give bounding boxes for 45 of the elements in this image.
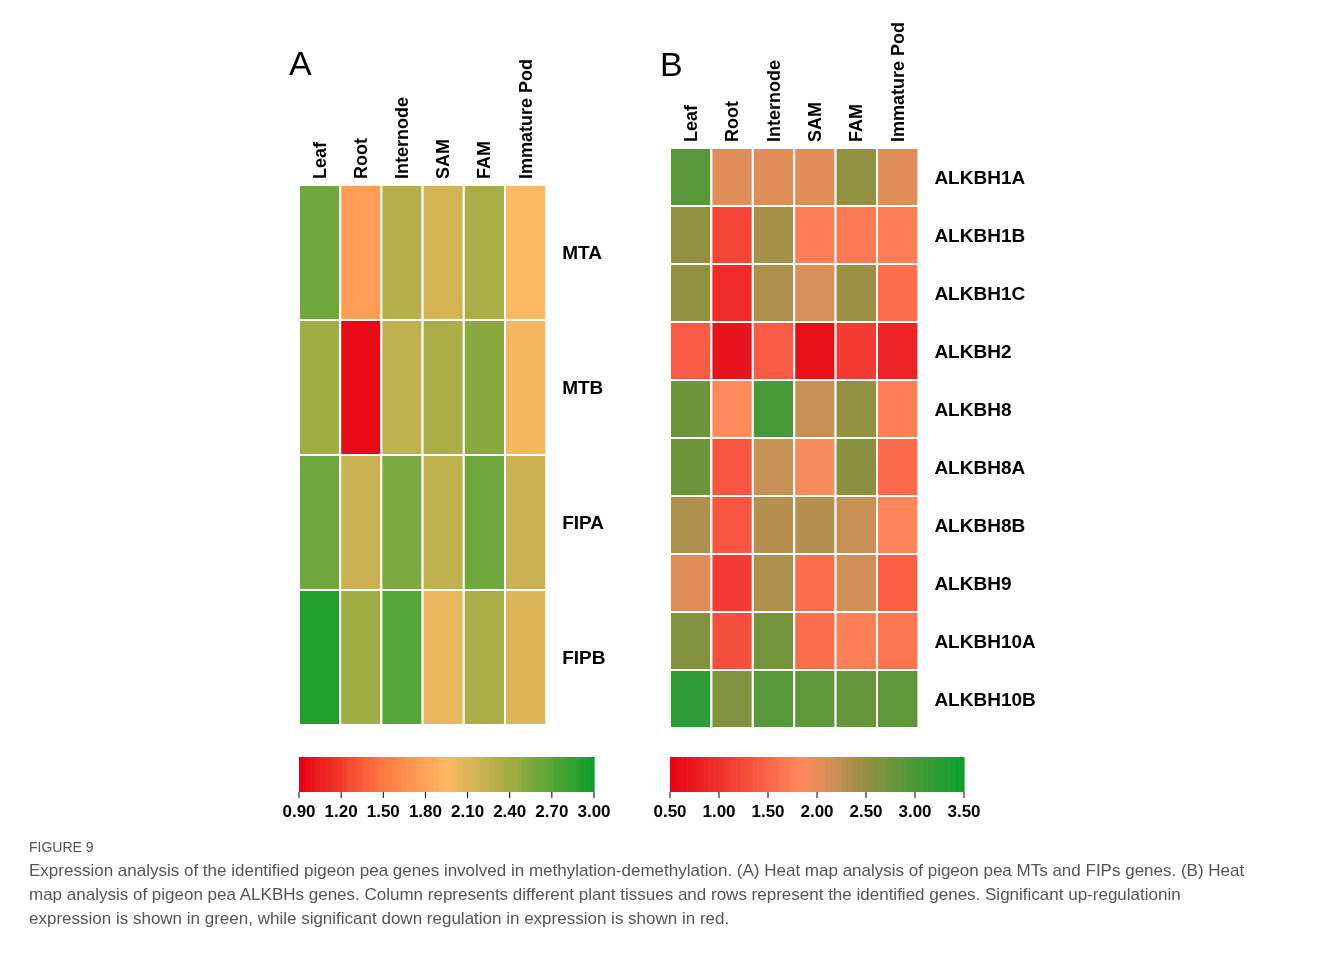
y-tick-label: MTA [562,242,603,264]
x-tick-label: FAM [474,141,495,179]
color-bar-label: 3.50 [947,802,981,821]
x-tick-label: Root [350,138,371,179]
chart-title: B [660,45,683,83]
color-bar-label: 1.80 [408,802,442,821]
color-bar-label: 1.50 [366,802,400,821]
x-tick-label: Immature Pod [887,21,908,142]
y-tick-label: ALKBH8B [934,514,1026,536]
text: Expression analysis of the identified pigeon pea genes involved in methylation-demethylation. (A) Heat map analysis of pigeon pea MTs and FIPs genes. (B) Heat map analysis of pigeon pea ALKBHs genes. Column represents different plant tissues and rows represent the identified genes. Significant up-regulationin expression is shown in green, while significant down regulation in expression is shown in red. [29,861,1245,928]
color-bar-label: 2.10 [451,802,485,821]
x-tick-label: SAM [433,139,454,179]
y-tick-label: FIPA [562,512,605,534]
y-tick-label: ALKBH8 [934,398,1012,420]
color-bar-label: 3.00 [898,802,932,821]
color-bar-label: 2.40 [493,802,527,821]
y-tick-label: MTB [562,377,604,399]
chart-title: A [289,44,312,82]
y-tick-label: ALKBH10B [934,688,1036,710]
x-tick-label: Internode [392,96,412,179]
color-bar-label: 2.00 [800,802,834,821]
caption: FIGURE 9 [29,839,94,855]
y-tick-label: ALKBH10A [934,630,1037,652]
x-tick-label: SAM [804,102,825,142]
x-tick-label: FAM [846,104,867,142]
x-tick-label: Internode [763,59,784,142]
y-tick-label: FIPB [562,647,606,669]
color-bar-label: 1.00 [702,802,736,821]
y-tick-label: ALKBH1C [934,282,1026,304]
x-tick-label: Leaf [680,103,701,142]
color-bar-label: 3.00 [577,802,611,821]
x-tick-label: Immature Pod [515,58,536,179]
x-tick-label: Root [722,101,743,142]
color-bar-label: 2.50 [849,802,883,821]
y-tick-label: ALKBH9 [934,572,1012,594]
color-bar-label: 0.90 [282,802,316,821]
y-tick-label: ALKBH8A [934,456,1026,478]
color-bar-label: 0.50 [653,802,687,821]
x-tick-label: Leaf [309,140,330,179]
color-bar-label: 1.20 [324,802,358,821]
y-tick-label: ALKBH2 [934,340,1012,362]
y-tick-label: ALKBH1B [934,224,1026,246]
color-bar-label: 2.70 [535,802,569,821]
color-bar-label: 1.50 [751,802,785,821]
y-tick-label: ALKBH1A [934,166,1026,188]
